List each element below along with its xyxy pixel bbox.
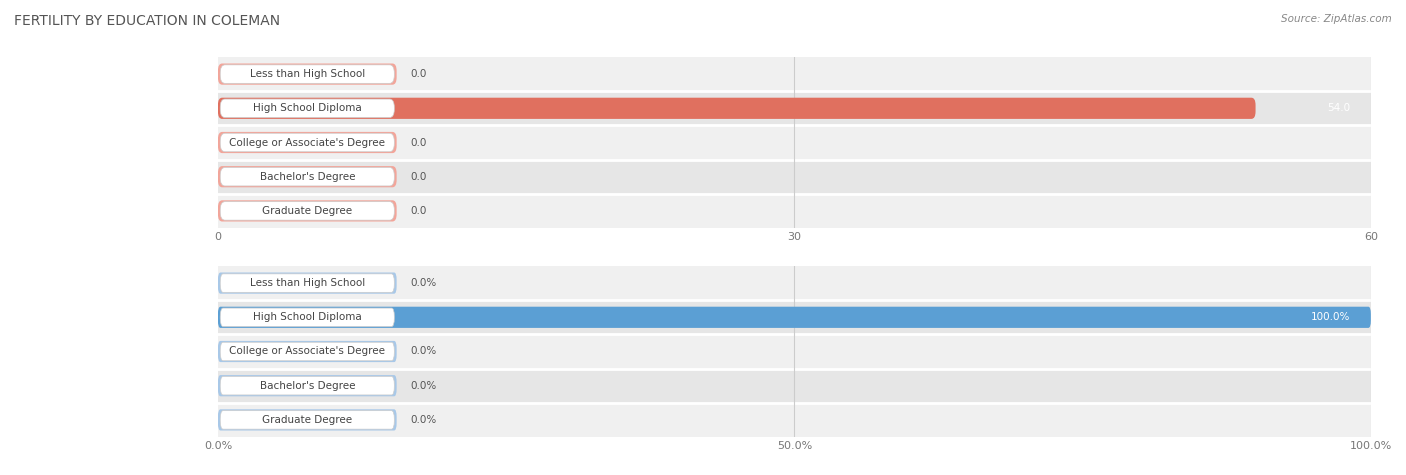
FancyBboxPatch shape bbox=[218, 64, 396, 85]
Text: Bachelor's Degree: Bachelor's Degree bbox=[260, 380, 356, 391]
FancyBboxPatch shape bbox=[221, 411, 394, 429]
FancyBboxPatch shape bbox=[218, 166, 396, 187]
FancyBboxPatch shape bbox=[221, 274, 394, 292]
FancyBboxPatch shape bbox=[218, 57, 1371, 91]
FancyBboxPatch shape bbox=[218, 91, 1371, 125]
Text: 100.0%: 100.0% bbox=[1310, 312, 1350, 323]
Text: 54.0: 54.0 bbox=[1327, 103, 1350, 114]
Text: College or Associate's Degree: College or Associate's Degree bbox=[229, 137, 385, 148]
FancyBboxPatch shape bbox=[218, 369, 1371, 403]
Text: High School Diploma: High School Diploma bbox=[253, 312, 361, 323]
FancyBboxPatch shape bbox=[218, 341, 396, 362]
FancyBboxPatch shape bbox=[221, 65, 394, 83]
FancyBboxPatch shape bbox=[218, 125, 1371, 160]
Text: College or Associate's Degree: College or Associate's Degree bbox=[229, 346, 385, 357]
Text: Less than High School: Less than High School bbox=[250, 69, 366, 79]
FancyBboxPatch shape bbox=[221, 168, 394, 186]
Text: Source: ZipAtlas.com: Source: ZipAtlas.com bbox=[1281, 14, 1392, 24]
Text: 0.0%: 0.0% bbox=[411, 415, 437, 425]
Text: FERTILITY BY EDUCATION IN COLEMAN: FERTILITY BY EDUCATION IN COLEMAN bbox=[14, 14, 280, 28]
FancyBboxPatch shape bbox=[218, 132, 396, 153]
FancyBboxPatch shape bbox=[218, 200, 396, 221]
Text: 0.0%: 0.0% bbox=[411, 346, 437, 357]
Text: 0.0: 0.0 bbox=[411, 171, 427, 182]
FancyBboxPatch shape bbox=[218, 160, 1371, 194]
FancyBboxPatch shape bbox=[221, 377, 394, 395]
FancyBboxPatch shape bbox=[218, 98, 1256, 119]
FancyBboxPatch shape bbox=[218, 375, 396, 396]
FancyBboxPatch shape bbox=[221, 99, 394, 117]
Text: 0.0%: 0.0% bbox=[411, 278, 437, 288]
FancyBboxPatch shape bbox=[221, 308, 394, 326]
FancyBboxPatch shape bbox=[218, 273, 396, 294]
FancyBboxPatch shape bbox=[221, 342, 394, 361]
FancyBboxPatch shape bbox=[218, 300, 1371, 334]
Text: 0.0: 0.0 bbox=[411, 206, 427, 216]
FancyBboxPatch shape bbox=[218, 403, 1371, 437]
FancyBboxPatch shape bbox=[218, 266, 1371, 300]
Text: 0.0: 0.0 bbox=[411, 69, 427, 79]
Text: Graduate Degree: Graduate Degree bbox=[262, 206, 353, 216]
Text: High School Diploma: High School Diploma bbox=[253, 103, 361, 114]
FancyBboxPatch shape bbox=[221, 133, 394, 152]
FancyBboxPatch shape bbox=[218, 307, 1371, 328]
FancyBboxPatch shape bbox=[221, 202, 394, 220]
FancyBboxPatch shape bbox=[218, 194, 1371, 228]
Text: Less than High School: Less than High School bbox=[250, 278, 366, 288]
Text: Bachelor's Degree: Bachelor's Degree bbox=[260, 171, 356, 182]
FancyBboxPatch shape bbox=[218, 409, 396, 430]
Text: 0.0%: 0.0% bbox=[411, 380, 437, 391]
FancyBboxPatch shape bbox=[218, 334, 1371, 369]
Text: Graduate Degree: Graduate Degree bbox=[262, 415, 353, 425]
Text: 0.0: 0.0 bbox=[411, 137, 427, 148]
